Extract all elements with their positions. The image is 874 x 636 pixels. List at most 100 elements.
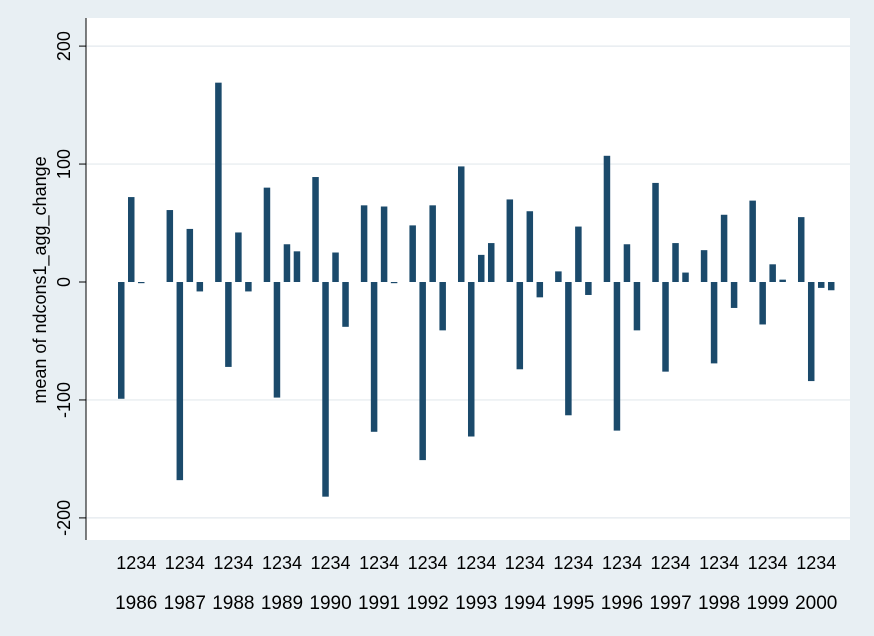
bar-1995-q2 [565, 282, 572, 416]
bar-1989-q3 [283, 244, 291, 282]
year-label: 1988 [212, 593, 254, 614]
bar-2000-q1 [797, 217, 805, 282]
quarter-label: 2 [661, 553, 671, 573]
y-tick-label: -100 [54, 382, 74, 418]
quarter-label: 4 [583, 553, 593, 573]
quarter-label: 3 [428, 553, 438, 573]
y-axis-title: mean of ndcons1_agg_change [30, 156, 51, 403]
quarter-label: 1 [553, 553, 563, 573]
quarter-label: 3 [573, 553, 583, 573]
bar-1992-q2 [419, 282, 426, 461]
bar-1988-q4 [245, 282, 252, 292]
quarter-label: 2 [126, 553, 136, 573]
quarter-label: 3 [476, 553, 486, 573]
quarter-label: 1 [116, 553, 126, 573]
quarter-label: 2 [418, 553, 428, 573]
year-label: 1995 [552, 593, 594, 614]
quarter-label: 3 [185, 553, 195, 573]
quarter-label: 4 [243, 553, 253, 573]
bar-1997-q3 [672, 243, 679, 282]
year-label: 1986 [115, 593, 157, 614]
bar-1993-q4 [487, 243, 495, 282]
quarter-label: 2 [758, 553, 768, 573]
quarter-label: 1 [796, 553, 806, 573]
quarter-label: 3 [719, 553, 729, 573]
quarter-label: 1 [165, 553, 175, 573]
quarter-label: 4 [535, 553, 545, 573]
quarter-label: 1 [456, 553, 466, 573]
quarter-label: 1 [602, 553, 612, 573]
year-label: 1993 [455, 593, 497, 614]
quarter-label: 4 [341, 553, 351, 573]
year-label: 1994 [504, 593, 547, 614]
quarter-label: 4 [438, 553, 448, 573]
y-tick-label: -200 [54, 500, 74, 536]
quarter-label: 4 [389, 553, 399, 573]
quarter-label: 2 [272, 553, 282, 573]
year-label: 1991 [358, 593, 400, 614]
bar-1990-q1 [312, 177, 319, 282]
bar-1992-q3 [429, 205, 436, 282]
grid-lines [86, 45, 850, 519]
bar-1999-q2 [759, 282, 766, 325]
year-label: 1992 [407, 593, 449, 614]
bar-1998-q3 [720, 214, 728, 282]
quarter-label: 3 [331, 553, 341, 573]
bar-1993-q1 [457, 166, 465, 282]
bar-1987-q2 [176, 282, 184, 481]
quarter-label: 4 [778, 553, 788, 573]
bar-1994-q3 [526, 211, 534, 282]
quarter-label: 2 [612, 553, 622, 573]
quarter-label: 2 [563, 553, 573, 573]
quarter-label: 4 [292, 553, 302, 573]
quarter-label: 3 [379, 553, 389, 573]
bar-2000-q4 [827, 282, 835, 291]
bar-1993-q2 [467, 282, 475, 437]
bar-1989-q2 [273, 282, 281, 398]
bar-1995-q3 [575, 226, 582, 282]
quarter-label: 4 [632, 553, 642, 573]
bar-1989-q4 [293, 251, 301, 282]
year-label: 1990 [309, 593, 351, 614]
year-label: 1999 [747, 593, 789, 614]
y-tick-label: 100 [54, 149, 74, 179]
bar-1992-q1 [409, 225, 416, 282]
bar-1990-q4 [342, 282, 349, 327]
year-label: 1997 [649, 593, 691, 614]
quarter-label: 1 [213, 553, 223, 573]
quarter-label: 1 [359, 553, 369, 573]
bar-2000-q2 [807, 282, 815, 382]
bar-1993-q3 [477, 254, 485, 282]
quarter-label: 3 [525, 553, 535, 573]
quarter-label: 1 [699, 553, 709, 573]
y-tick-label: 0 [54, 277, 74, 287]
bar-1991-q4 [390, 282, 398, 284]
bar-1996-q2 [613, 282, 621, 431]
bar-1988-q3 [235, 232, 242, 282]
bar-1994-q1 [506, 199, 514, 282]
bar-1996-q3 [623, 244, 631, 282]
quarter-label: 4 [681, 553, 691, 573]
quarter-label: 2 [806, 553, 816, 573]
quarter-label: 3 [136, 553, 146, 573]
quarter-label: 2 [515, 553, 525, 573]
bar-1997-q2 [662, 282, 669, 372]
quarter-label: 4 [826, 553, 836, 573]
bar-1999-q3 [769, 264, 776, 282]
plot-area [86, 18, 850, 540]
bar-1997-q1 [652, 182, 659, 282]
bar-1987-q3 [186, 228, 194, 282]
y-tick-label: 200 [54, 31, 74, 61]
quarter-label: 1 [262, 553, 272, 573]
bar-1994-q2 [516, 282, 524, 370]
quarter-label: 3 [671, 553, 681, 573]
quarter-label: 4 [146, 553, 156, 573]
quarter-label: 2 [369, 553, 379, 573]
year-label: 1996 [601, 593, 643, 614]
bar-1987-q1 [166, 210, 174, 282]
quarter-label: 2 [321, 553, 331, 573]
bar-1988-q2 [225, 282, 232, 367]
y-ticks: -200 -100 0 100 200 [54, 31, 86, 536]
